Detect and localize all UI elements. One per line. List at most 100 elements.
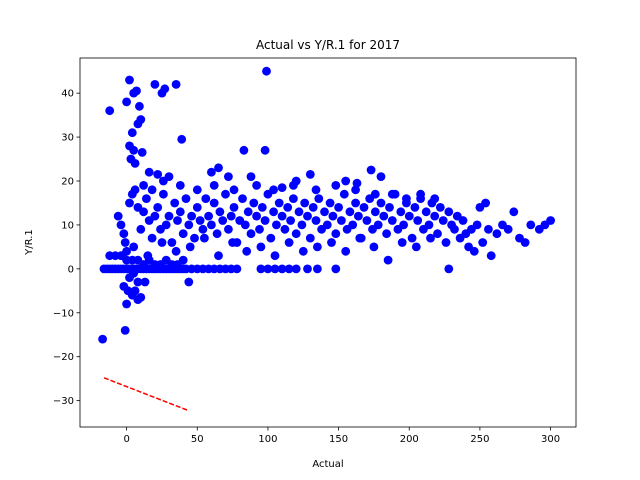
data-point xyxy=(322,220,332,230)
y-tick-label: 30 xyxy=(61,133,74,144)
data-point xyxy=(402,194,411,204)
data-point xyxy=(351,198,360,208)
data-point xyxy=(426,233,435,243)
data-point xyxy=(366,165,376,175)
data-point xyxy=(433,229,442,239)
data-point xyxy=(98,334,107,344)
data-point xyxy=(218,216,228,225)
data-point xyxy=(127,128,137,138)
data-point xyxy=(387,189,397,199)
data-point xyxy=(136,293,146,302)
data-point xyxy=(520,238,530,247)
data-point xyxy=(283,203,293,212)
data-point xyxy=(125,198,134,208)
data-point xyxy=(297,220,307,230)
data-point xyxy=(399,220,408,230)
data-point xyxy=(469,246,479,256)
data-point xyxy=(430,194,440,204)
data-point xyxy=(150,211,160,221)
data-point xyxy=(331,264,341,274)
data-point xyxy=(212,229,222,239)
data-point xyxy=(430,211,440,221)
data-point xyxy=(396,207,406,217)
data-point xyxy=(348,220,358,230)
data-point xyxy=(195,216,205,225)
y-tick-label: 40 xyxy=(61,89,74,100)
data-point xyxy=(376,198,386,208)
data-point xyxy=(277,183,287,193)
data-point xyxy=(387,216,397,225)
data-point xyxy=(294,207,304,217)
data-point xyxy=(370,189,380,199)
data-point xyxy=(178,229,188,239)
data-point xyxy=(413,216,423,225)
data-point xyxy=(122,299,131,309)
x-tick-label: 100 xyxy=(258,434,277,445)
data-point xyxy=(238,194,247,204)
data-point xyxy=(341,246,351,256)
data-point xyxy=(305,170,315,179)
data-point xyxy=(355,233,365,243)
data-point xyxy=(407,233,417,243)
data-point xyxy=(416,189,425,199)
data-point xyxy=(173,216,182,225)
y-tick-label: 10 xyxy=(61,220,74,231)
data-point xyxy=(132,86,141,96)
data-point xyxy=(144,167,154,177)
data-point xyxy=(201,194,211,204)
data-point xyxy=(200,233,209,243)
data-point xyxy=(252,211,261,221)
data-point xyxy=(269,207,278,217)
data-point xyxy=(255,224,264,234)
data-point xyxy=(421,207,431,217)
data-point xyxy=(142,194,151,204)
x-tick-label: 50 xyxy=(191,434,204,445)
data-point xyxy=(153,170,163,179)
data-point xyxy=(291,229,301,239)
x-axis-label: Actual xyxy=(312,459,343,470)
data-point xyxy=(298,246,308,256)
axis-ticks: 0 50 100 150 200 250 300 −30 −20 −10 0 10 20 30 40 xyxy=(53,89,560,445)
data-point xyxy=(370,207,380,217)
data-point xyxy=(192,203,202,212)
data-point xyxy=(207,220,216,230)
data-point xyxy=(226,211,236,221)
data-point xyxy=(153,203,163,212)
data-point xyxy=(133,277,143,287)
data-point xyxy=(385,203,394,212)
data-point xyxy=(224,172,233,182)
data-point xyxy=(119,229,129,239)
data-point xyxy=(170,198,180,208)
data-point xyxy=(289,194,298,204)
data-point xyxy=(382,229,391,239)
x-tick-label: 0 xyxy=(123,434,129,445)
data-point xyxy=(339,189,349,199)
series-line xyxy=(103,377,190,412)
data-point xyxy=(215,207,225,217)
data-point xyxy=(325,198,335,208)
data-point xyxy=(369,242,379,252)
data-point xyxy=(503,224,513,234)
x-tick-label: 200 xyxy=(400,434,419,445)
data-point xyxy=(139,181,149,190)
plot-area xyxy=(98,66,555,412)
data-point xyxy=(256,242,266,252)
data-point xyxy=(397,238,407,247)
data-point xyxy=(331,181,341,190)
data-point xyxy=(260,216,270,225)
y-tick-label: −30 xyxy=(53,396,74,407)
data-point xyxy=(341,176,351,186)
data-point xyxy=(444,264,454,274)
data-point xyxy=(185,242,195,252)
data-point xyxy=(113,211,123,221)
data-point xyxy=(249,198,259,208)
data-point xyxy=(274,198,284,208)
data-point xyxy=(262,66,271,76)
data-point xyxy=(270,251,280,261)
chart-title: Actual vs Y/R.1 for 2017 xyxy=(256,38,400,52)
data-point xyxy=(411,242,421,252)
data-point xyxy=(327,238,336,247)
data-point xyxy=(130,159,140,168)
data-point xyxy=(243,207,253,217)
